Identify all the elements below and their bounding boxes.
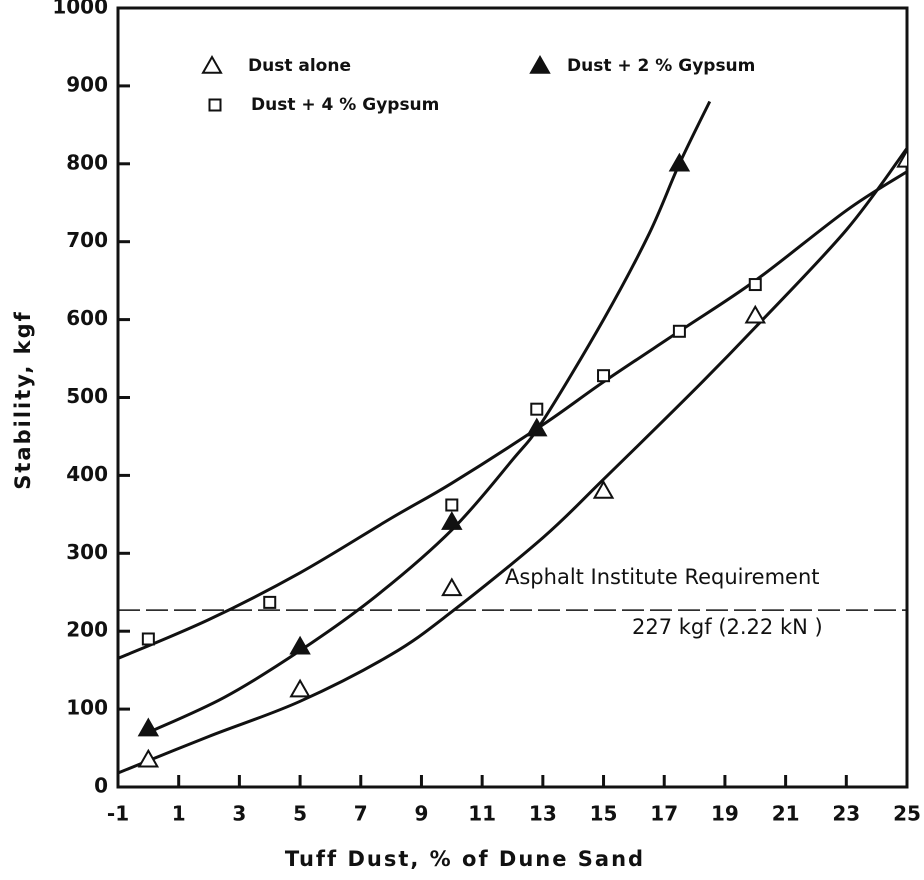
x-tick-label: 13 xyxy=(529,802,557,826)
data-point xyxy=(141,632,155,646)
y-tick-label: 0 xyxy=(94,774,108,798)
data-point xyxy=(289,678,311,698)
data-point xyxy=(896,148,907,168)
y-tick-label: 200 xyxy=(66,618,108,642)
x-tick-label: 15 xyxy=(590,802,618,826)
y-tick-label: 400 xyxy=(66,462,108,486)
y-tick-label: 600 xyxy=(66,306,108,330)
x-tick-label: 3 xyxy=(232,802,246,826)
data-point xyxy=(597,369,611,383)
x-tick-label: 5 xyxy=(293,802,307,826)
x-tick-label: 25 xyxy=(893,802,921,826)
legend-marker xyxy=(529,54,551,74)
x-tick-label: 11 xyxy=(468,802,496,826)
y-tick-label: 900 xyxy=(66,72,108,96)
legend-marker xyxy=(201,54,223,74)
data-point xyxy=(137,717,160,737)
x-tick-label: 1 xyxy=(172,802,186,826)
x-tick-label: 23 xyxy=(832,802,860,826)
data-point xyxy=(530,402,544,416)
x-tick-label: -1 xyxy=(107,802,129,826)
y-tick-label: 1000 xyxy=(52,0,108,19)
y-tick-label: 300 xyxy=(66,540,108,564)
legend-label: Dust + 2 % Gypsum xyxy=(567,56,755,76)
x-tick-label: 9 xyxy=(415,802,429,826)
x-axis-label: Tuff Dust, % of Dune Sand xyxy=(285,847,645,871)
x-tick-label: 7 xyxy=(354,802,368,826)
y-tick-label: 500 xyxy=(66,384,108,408)
y-axis-label: Stability, kgf xyxy=(11,310,35,489)
legend-label: Dust alone xyxy=(248,56,351,76)
legend-label: Dust + 4 % Gypsum xyxy=(251,95,439,115)
data-point xyxy=(668,152,691,172)
fit-curve xyxy=(118,170,907,660)
y-tick-label: 700 xyxy=(66,228,108,252)
x-tick-label: 21 xyxy=(772,802,800,826)
y-tick-label: 100 xyxy=(66,696,108,720)
data-point xyxy=(441,511,463,530)
data-point xyxy=(137,748,160,768)
fit-curve xyxy=(118,147,907,775)
reference-label: Asphalt Institute Requirement xyxy=(505,565,820,589)
data-point xyxy=(592,479,615,499)
plot-frame xyxy=(116,6,909,789)
legend-marker xyxy=(208,98,222,112)
y-tick-label: 800 xyxy=(66,150,108,174)
x-tick-label: 19 xyxy=(711,802,739,826)
reference-sublabel: 227 kgf (2.22 kN ) xyxy=(632,615,823,639)
x-tick-label: 17 xyxy=(650,802,678,826)
data-point xyxy=(744,304,766,324)
data-point xyxy=(748,278,762,292)
data-point xyxy=(441,577,463,597)
data-point xyxy=(445,498,459,512)
fit-curve xyxy=(147,100,712,734)
data-point xyxy=(289,635,311,655)
data-point xyxy=(263,595,277,609)
data-point xyxy=(672,324,686,338)
